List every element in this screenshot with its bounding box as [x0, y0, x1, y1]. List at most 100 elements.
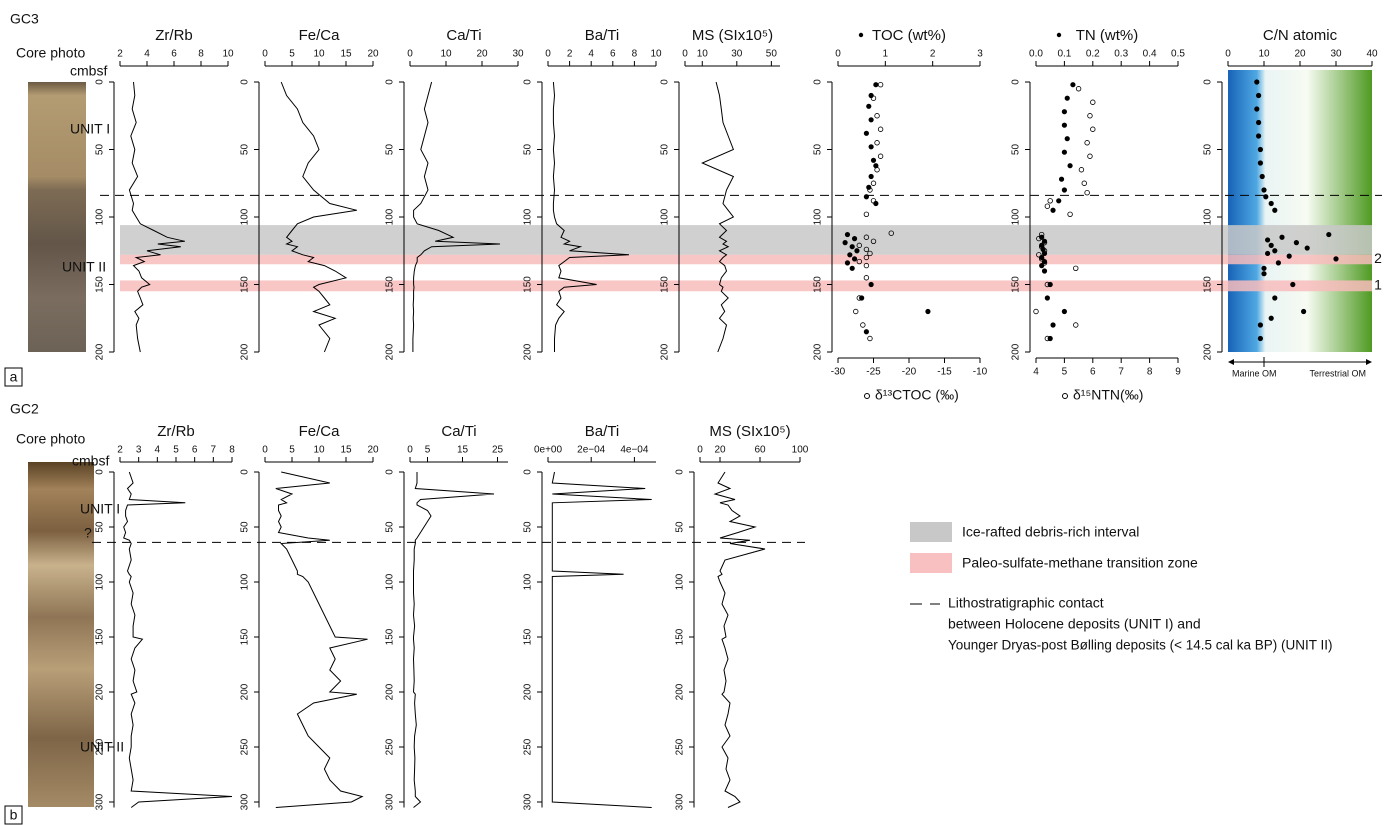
x-tick-label: 10	[222, 49, 234, 60]
legend-label: Younger Dryas-post Bølling deposits (< 1…	[948, 638, 1333, 653]
x-tick-label: 8	[229, 445, 235, 456]
data-point	[1065, 96, 1069, 100]
y-tick-label: 0	[240, 469, 251, 475]
x-tick-label: 0.0	[1029, 49, 1043, 60]
y-tick-label: 100	[523, 208, 534, 225]
data-point	[1057, 199, 1061, 203]
data-point	[1076, 86, 1081, 91]
x-tick-label: 0.2	[1086, 49, 1100, 60]
data-line	[553, 82, 629, 352]
data-point	[1039, 263, 1043, 267]
data-point	[1088, 113, 1093, 118]
y-tick-label: 150	[523, 276, 534, 293]
data-point	[1305, 246, 1309, 250]
data-point	[1256, 134, 1260, 138]
y-tick-label: 100	[523, 573, 534, 590]
y-tick-label: 150	[523, 628, 534, 645]
data-point	[1045, 296, 1049, 300]
unit-label: UNIT I	[70, 121, 110, 137]
data-line	[413, 82, 500, 352]
data-point	[1088, 154, 1093, 159]
panel-title: Zr/Rb	[157, 423, 195, 440]
data-point	[864, 275, 869, 280]
panel-title: TOC (wt%)	[872, 27, 946, 44]
y-tick-label: 300	[523, 793, 534, 810]
y-tick-label: 50	[523, 144, 534, 156]
y-tick-label: 250	[675, 738, 686, 755]
x-tick-label: 0	[1225, 49, 1231, 60]
y-tick-label: 100	[240, 208, 251, 225]
legend-label: Ice-rafted debris-rich interval	[962, 524, 1139, 540]
x-tick-label: 4	[155, 445, 161, 456]
x-tick-label: 5	[173, 445, 179, 456]
data-point	[1082, 181, 1087, 186]
y-tick-label: 100	[660, 208, 671, 225]
y-tick-label: 250	[240, 738, 251, 755]
x-tick-label: 20	[476, 49, 488, 60]
data-point	[1091, 127, 1096, 132]
data-point	[1291, 282, 1295, 286]
y-tick-label: 0	[523, 79, 534, 85]
data-point	[869, 174, 873, 178]
y-tick-label: 200	[240, 343, 251, 360]
om-label: Terrestrial OM	[1309, 368, 1366, 378]
legend-marker	[865, 394, 870, 399]
data-point	[1264, 195, 1268, 199]
x-tick-label: 3	[136, 445, 142, 456]
y-tick-label: 200	[1203, 343, 1214, 360]
x-tick-label: 30	[1330, 49, 1342, 60]
x-tick-label: 10	[697, 49, 709, 60]
x-tick-label: 15	[340, 445, 352, 456]
smtz-band	[120, 280, 1372, 291]
data-point	[1062, 110, 1066, 114]
y-tick-label: 200	[240, 683, 251, 700]
panel-title: C/N atomic	[1263, 27, 1338, 44]
data-point	[1073, 323, 1078, 328]
y-tick-label: 100	[385, 573, 396, 590]
x-tick-label: 0.1	[1057, 49, 1071, 60]
x-tick-label: 6	[610, 49, 616, 60]
y-tick-label: 50	[385, 521, 396, 533]
data-point	[1262, 272, 1266, 276]
x-tick-label: 0e+00	[534, 445, 563, 456]
data-point	[850, 266, 854, 270]
y-tick-label: 100	[675, 573, 686, 590]
x2-tick-label: -30	[831, 367, 846, 378]
core-photo-label: Core photo	[16, 45, 85, 61]
data-point	[875, 140, 880, 145]
panel-title: Ca/Ti	[441, 423, 476, 440]
data-point	[1085, 190, 1090, 195]
data-point	[850, 245, 854, 249]
legend-swatch	[910, 553, 952, 573]
x-tick-label: 5	[289, 445, 295, 456]
data-point	[852, 257, 856, 261]
legend-label: between Holocene deposits (UNIT I) and	[948, 616, 1201, 632]
core-label: GC2	[10, 401, 39, 417]
data-point	[1068, 164, 1072, 168]
data-point	[1334, 257, 1338, 261]
x-tick-label: 4	[144, 49, 150, 60]
data-point	[1273, 296, 1277, 300]
x-tick-label: 0.4	[1143, 49, 1157, 60]
panel-letter: a	[10, 369, 18, 385]
core-label: GC3	[10, 11, 39, 27]
y-tick-label: 0	[385, 469, 396, 475]
y-tick-label: 0	[813, 79, 824, 85]
data-point	[867, 104, 871, 108]
data-line	[281, 82, 357, 352]
data-point	[1258, 336, 1262, 340]
data-point	[1258, 147, 1262, 151]
x2-tick-label: -10	[973, 367, 988, 378]
y-tick-label: 150	[1011, 276, 1022, 293]
smtz-label: 1	[1374, 277, 1382, 293]
data-point	[1256, 120, 1260, 124]
x-tick-label: 20	[367, 445, 379, 456]
panel-title: MS (SIx10⁵)	[709, 423, 790, 440]
legend: Ice-rafted debris-rich interval Paleo-su…	[910, 522, 1333, 653]
x2-tick-label: 4	[1033, 367, 1039, 378]
x2-label: δ¹³CTOC (‰)	[875, 387, 959, 403]
data-point	[1269, 201, 1273, 205]
data-point	[853, 309, 858, 314]
data-point	[845, 232, 849, 236]
